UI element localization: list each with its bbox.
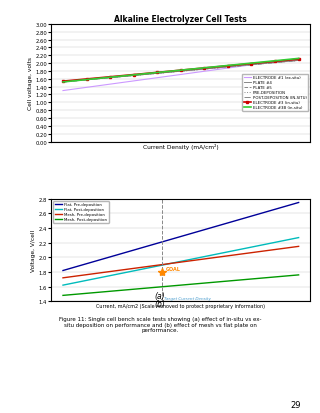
Title: Alkaline Electrolyzer Cell Tests: Alkaline Electrolyzer Cell Tests [115,15,247,24]
Text: (b): (b) [155,299,165,309]
Legend: Flat, Pre-deposition, Flat, Post-deposition, Mesh, Pre-deposition, Mesh, Post-de: Flat, Pre-deposition, Flat, Post-deposit… [53,201,108,223]
X-axis label: Current, mA/cm2 (Scale removed to protect proprietary information): Current, mA/cm2 (Scale removed to protec… [96,303,265,308]
X-axis label: Current Density (mA/cm²): Current Density (mA/cm²) [143,144,219,150]
Y-axis label: Cell voltage, volts: Cell voltage, volts [28,57,33,110]
Text: Figure 11: Single cell bench scale tests showing (a) effect of in-situ vs ex-
si: Figure 11: Single cell bench scale tests… [59,316,261,332]
Text: 29: 29 [290,400,301,409]
Text: Target Current Density: Target Current Density [164,297,211,301]
Text: GOAL: GOAL [165,266,180,272]
Text: (a): (a) [155,291,165,300]
Y-axis label: Voltage, V/cell: Voltage, V/cell [31,229,36,271]
Legend: ELECTRODE #1 (ex-situ), PLATE #4, PLATE #5, PRE-DEPOSITION, POST-DEPOSITION (IN-: ELECTRODE #1 (ex-situ), PLATE #4, PLATE … [242,74,308,112]
